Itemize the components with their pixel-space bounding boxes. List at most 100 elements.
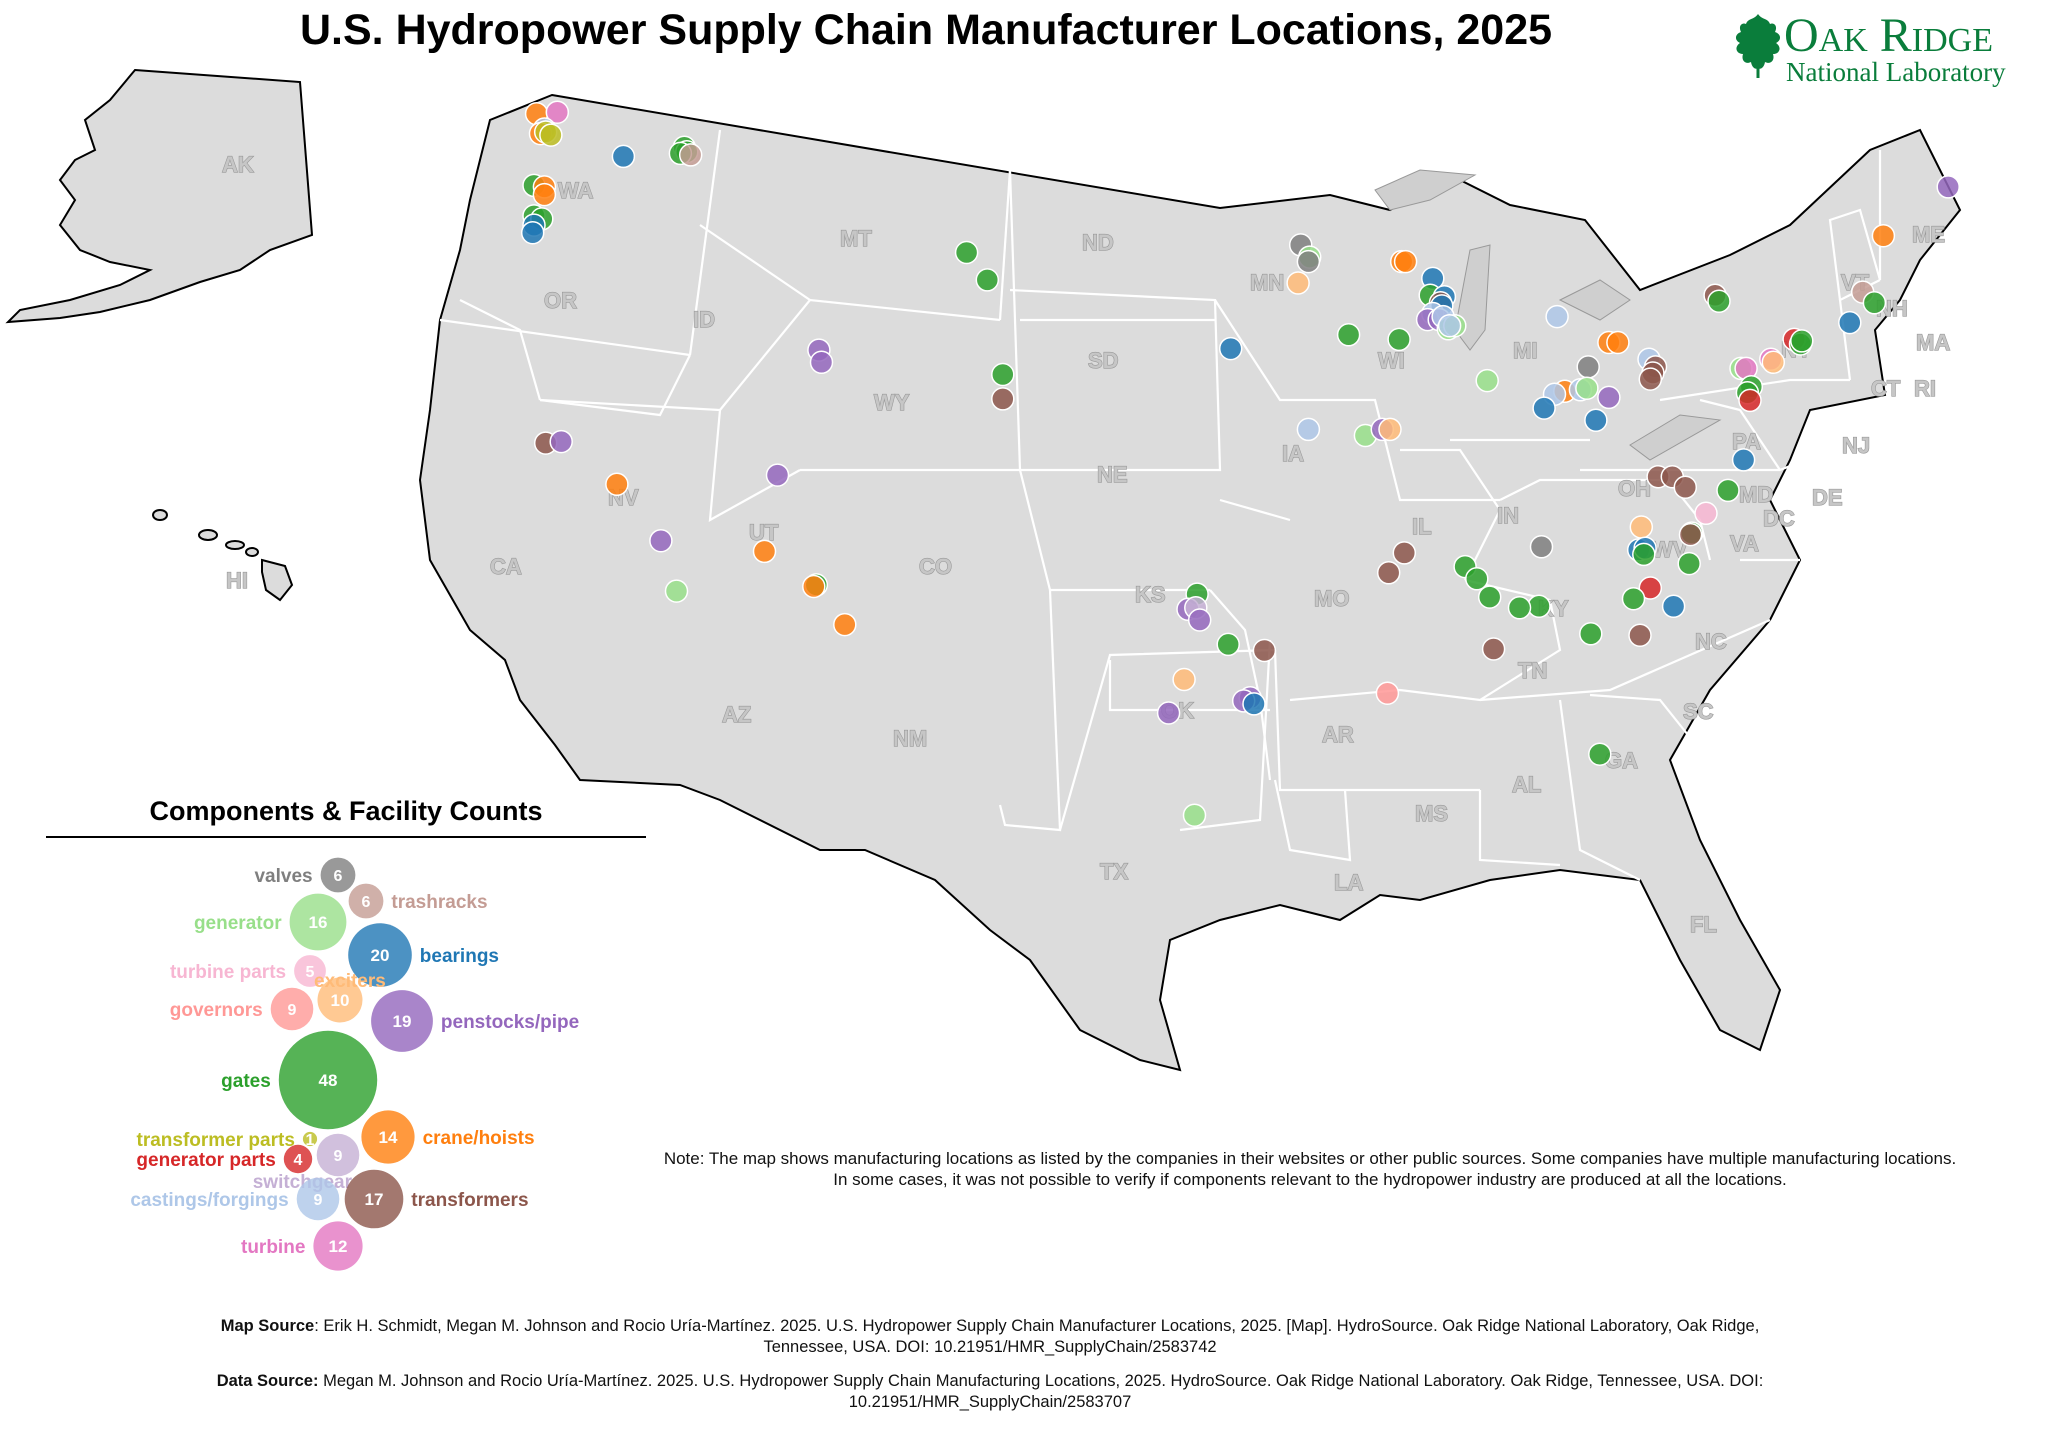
facility-marker [1716, 478, 1740, 503]
facility-marker [605, 472, 629, 497]
legend-divider [46, 836, 646, 838]
facility-marker [1661, 594, 1686, 619]
state-label-sd: SD [1088, 348, 1119, 373]
facility-marker [1529, 535, 1554, 559]
facility-marker [1376, 561, 1401, 585]
facility-marker [649, 528, 673, 553]
facility-marker [1378, 417, 1402, 442]
legend-count: 19 [393, 1012, 412, 1031]
legend-label: exciters [314, 971, 386, 992]
facility-marker [1477, 585, 1502, 609]
facility-marker [1481, 637, 1506, 661]
facility-marker [1862, 291, 1887, 315]
facility-marker [678, 143, 703, 167]
legend-count: 9 [314, 1192, 323, 1209]
legend-count: 6 [362, 894, 371, 911]
facility-marker [1738, 388, 1762, 413]
facility-marker [1392, 541, 1417, 565]
facility-marker [1172, 667, 1196, 692]
state-label-hi: HI [226, 568, 248, 593]
state-label-id: ID [693, 307, 715, 332]
state-label-sc: SC [1683, 699, 1714, 724]
facility-marker [1296, 417, 1321, 442]
facility-marker [532, 182, 557, 207]
alaska-shape [5, 68, 314, 324]
state-label-oh: OH [1618, 476, 1651, 501]
facility-marker [1632, 542, 1656, 567]
legend-bubble [320, 857, 356, 893]
state-label-mn: MN [1250, 270, 1284, 295]
state-label-fl: FL [1690, 912, 1717, 937]
facility-marker [1694, 501, 1718, 526]
legend-count: 20 [371, 946, 390, 965]
state-label-ct: CT [1871, 376, 1901, 401]
facility-marker [1393, 249, 1418, 274]
facility-marker [1621, 586, 1646, 611]
state-label-mo: MO [1314, 586, 1349, 611]
legend-count: 12 [329, 1237, 348, 1256]
facility-marker [545, 100, 570, 124]
state-label-co: CO [919, 554, 952, 579]
legend-count: 9 [288, 1002, 297, 1019]
state-label-or: OR [544, 288, 577, 313]
legend-count: 6 [334, 868, 343, 885]
map-source: Map Source: Erik H. Schmidt, Megan M. Jo… [200, 1316, 1780, 1358]
state-label-nd: ND [1082, 230, 1114, 255]
state-label-me: ME [1912, 222, 1945, 247]
facility-marker [1218, 336, 1243, 361]
facility-marker [1576, 355, 1600, 379]
state-label-ri: RI [1914, 376, 1936, 401]
facility-marker [809, 350, 834, 375]
legend-count: 48 [319, 1071, 338, 1090]
legend-count: 10 [331, 991, 350, 1010]
legend-bubble [278, 1030, 378, 1130]
facility-marker [1588, 742, 1612, 766]
state-label-mt: MT [840, 226, 872, 251]
facility-marker [1296, 249, 1321, 274]
facility-marker [1707, 289, 1731, 314]
data-source-label: Data Source: [216, 1372, 319, 1390]
facility-marker [991, 362, 1015, 387]
state-label-wi: WI [1378, 348, 1405, 373]
facility-marker [1336, 323, 1361, 347]
state-label-mi: MI [1513, 338, 1537, 363]
legend-bubble [317, 977, 363, 1023]
legend-count: 17 [365, 1190, 384, 1209]
legend-label: trashracks [391, 892, 487, 913]
legend-count: 14 [379, 1128, 398, 1147]
facility-marker [1375, 681, 1400, 705]
legend-count: 4 [294, 1152, 303, 1169]
legend-label: penstocks/pipe [441, 1012, 579, 1033]
legend-bubble [302, 1131, 318, 1147]
map-source-text: : Erik H. Schmidt, Megan M. Johnson and … [314, 1317, 1760, 1356]
state-label-il: IL [1412, 514, 1432, 539]
facility-marker [1936, 175, 1960, 199]
facility-marker [1575, 376, 1599, 400]
contiguous-us-shape [418, 93, 1962, 1072]
facility-marker [1638, 367, 1663, 391]
legend-label: turbine [241, 1237, 305, 1258]
facility-marker [1731, 448, 1756, 472]
facility-marker [1182, 803, 1207, 827]
facility-marker [1628, 623, 1652, 648]
state-label-wy: WY [874, 390, 910, 415]
legend-label: crane/hoists [423, 1128, 535, 1149]
facility-marker [1838, 310, 1862, 335]
state-label-wa: WA [558, 178, 594, 203]
legend-count: 5 [306, 964, 315, 981]
legend-bubble [283, 1144, 313, 1174]
state-label-al: AL [1512, 772, 1541, 797]
facility-marker [1252, 638, 1277, 663]
legend-label: governors [170, 1000, 263, 1021]
facility-marker [1216, 632, 1240, 657]
facility-marker [1437, 313, 1462, 338]
facility-marker [1545, 304, 1569, 329]
state-label-in: IN [1497, 503, 1519, 528]
facility-marker [1242, 692, 1266, 716]
state-label-tx: TX [1100, 859, 1128, 884]
facility-marker [833, 612, 857, 637]
facility-marker [1638, 576, 1663, 600]
facility-marker [520, 220, 545, 245]
legend-bubble [348, 923, 412, 987]
